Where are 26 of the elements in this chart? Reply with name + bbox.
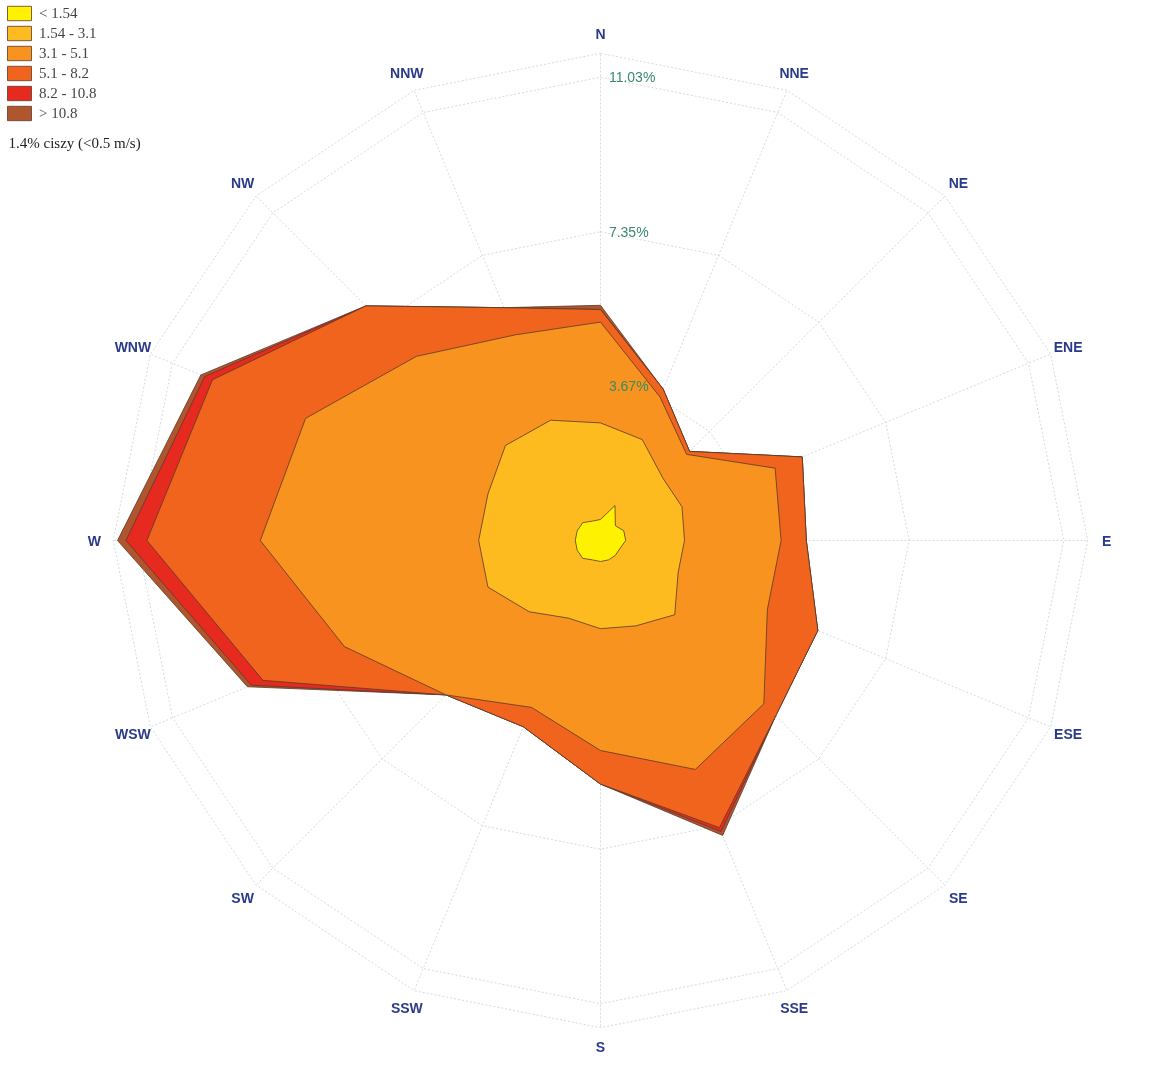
spoke-label: N — [595, 26, 606, 43]
spoke-label: SSW — [390, 1000, 424, 1017]
y-tick-label: 3.67% — [608, 378, 649, 395]
spoke-label: SW — [231, 890, 255, 907]
spoke-label: WSW — [115, 726, 152, 743]
legend-label: 1.54 - 3.1 — [39, 24, 97, 42]
spoke-label: E — [1101, 532, 1112, 549]
spoke-label: SSE — [780, 1000, 809, 1017]
y-tick-label: 7.35% — [608, 223, 649, 240]
y-tick-label: 11.03% — [608, 69, 656, 86]
legend-label: > 10.8 — [39, 104, 78, 122]
legend-label: 3.1 - 5.1 — [39, 44, 89, 62]
spoke-label: NNW — [390, 64, 425, 81]
spoke-label: NNE — [779, 64, 809, 81]
text: 1.4% ciszy (<0.5 m/s) — [8, 134, 141, 152]
spoke-label: WNW — [114, 338, 152, 355]
spoke-label: ESE — [1054, 726, 1083, 743]
legend-label: 5.1 - 8.2 — [39, 64, 89, 82]
spoke-label: W — [87, 532, 102, 549]
spoke-label: S — [595, 1038, 606, 1055]
legend-label: 8.2 - 10.8 — [39, 84, 97, 102]
spoke-label: NE — [948, 174, 969, 191]
spoke-label: SE — [949, 890, 968, 907]
spoke-label: ENE — [1053, 338, 1083, 355]
spoke-label: NW — [230, 174, 256, 191]
legend-label: < 1.54 — [39, 4, 78, 22]
